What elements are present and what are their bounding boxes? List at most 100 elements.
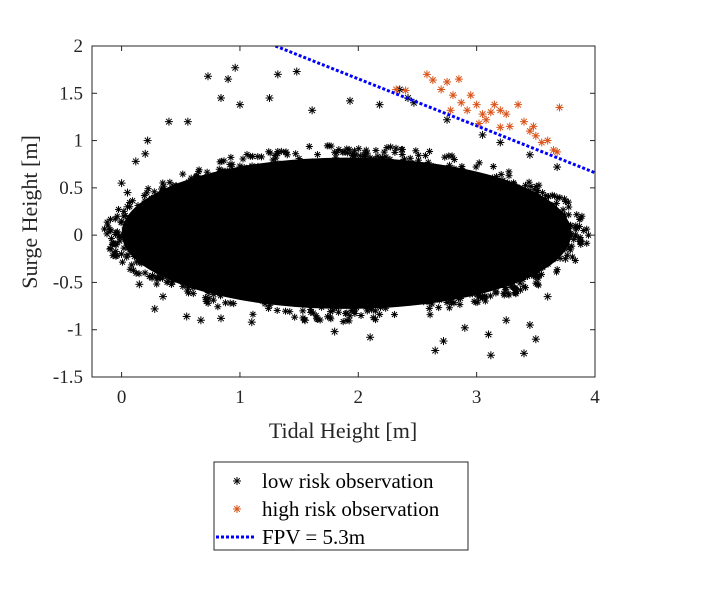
high-risk-point	[555, 103, 564, 112]
x-tick-label: 3	[472, 387, 482, 408]
low-risk-point	[123, 202, 132, 211]
legend-box	[213, 461, 469, 551]
low-risk-fringe-point	[575, 222, 583, 230]
low-risk-fringe-point	[134, 202, 142, 210]
low-risk-fringe-point	[130, 215, 138, 223]
low-risk-fringe-point	[568, 253, 576, 261]
low-risk-fringe-point	[264, 304, 272, 312]
low-risk-fringe-point	[236, 162, 244, 170]
low-risk-fringe-point	[559, 206, 567, 214]
low-risk-fringe-point	[543, 254, 551, 262]
low-risk-fringe-point	[305, 142, 313, 150]
low-risk-fringe-point	[124, 240, 132, 248]
low-risk-fringe-point	[348, 306, 356, 314]
low-risk-fringe-point	[265, 148, 273, 156]
low-risk-fringe-point	[141, 197, 149, 205]
y-tick-label: 2	[74, 36, 84, 57]
legend-high-risk-label: high risk observation	[262, 497, 440, 521]
high-risk-point	[478, 110, 487, 119]
low-risk-fringe-point	[510, 180, 518, 188]
low-risk-fringe-point	[147, 194, 155, 202]
low-risk-fringe-point	[243, 150, 251, 158]
low-risk-point	[431, 346, 440, 355]
low-risk-point	[182, 312, 191, 321]
low-risk-fringe-point	[335, 308, 343, 316]
low-risk-fringe-point	[163, 278, 171, 286]
low-risk-fringe-point	[185, 178, 193, 186]
low-risk-fringe-point	[217, 292, 225, 300]
low-risk-fringe-point	[219, 167, 227, 175]
low-risk-point	[531, 335, 540, 344]
high-risk-point	[482, 115, 491, 124]
low-risk-fringe-point	[521, 284, 529, 292]
low-risk-fringe-point	[539, 205, 547, 213]
low-risk-fringe-point	[524, 272, 532, 280]
low-risk-fringe-point	[111, 231, 119, 239]
low-risk-fringe-point	[479, 286, 487, 294]
low-risk-fringe-point	[210, 290, 218, 298]
low-risk-fringe-point	[295, 155, 303, 163]
low-risk-fringe-point	[106, 245, 114, 253]
low-risk-fringe-point	[220, 157, 228, 165]
low-risk-point	[519, 349, 528, 358]
low-risk-point	[235, 100, 244, 109]
low-risk-fringe-point	[470, 297, 478, 305]
low-risk-fringe-point	[120, 244, 128, 252]
low-risk-fringe-point	[421, 152, 429, 160]
low-risk-fringe-point	[390, 311, 398, 319]
low-risk-fringe-point	[137, 250, 145, 258]
low-risk-fringe-point	[261, 300, 269, 308]
low-risk-fringe-point	[153, 280, 161, 288]
low-risk-fringe-point	[299, 307, 307, 315]
low-risk-fringe-point	[122, 234, 130, 242]
low-risk-point	[150, 304, 159, 313]
low-risk-point	[543, 292, 552, 301]
high-risk-point	[428, 76, 437, 85]
low-risk-fringe-point	[308, 158, 316, 166]
low-risk-fringe-point	[372, 146, 380, 154]
low-risk-fringe-point	[426, 311, 434, 319]
low-risk-point	[292, 67, 301, 76]
low-risk-fringe-point	[519, 276, 527, 284]
high-risk-point	[448, 91, 457, 100]
low-risk-fringe-point	[136, 224, 144, 232]
low-risk-fringe-point	[360, 152, 368, 160]
y-tick-label: 1	[74, 131, 84, 152]
plot-frame	[91, 45, 596, 378]
low-risk-fringe-point	[147, 262, 155, 270]
high-risk-point	[443, 77, 452, 86]
low-risk-fringe-point	[160, 182, 168, 190]
low-risk-fringe-point	[445, 161, 453, 169]
low-risk-fringe-point	[117, 219, 125, 227]
x-axis: 0 1 2 3 4	[117, 46, 600, 408]
low-risk-fringe-point	[120, 212, 128, 220]
low-risk-fringe-point	[450, 165, 458, 173]
low-risk-fringe-point	[576, 216, 584, 224]
low-risk-fringe-point	[128, 261, 136, 269]
low-risk-fringe-point	[370, 156, 378, 164]
high-risk-point	[553, 147, 562, 156]
low-risk-point	[131, 157, 140, 166]
x-tick-label: 1	[235, 387, 245, 408]
low-risk-fringe-point	[276, 160, 284, 168]
low-risk-fringe-point	[103, 230, 111, 238]
y-axis-title: Surge Height [m]	[17, 135, 42, 289]
low-risk-fringe-point	[551, 255, 559, 263]
high-risk-point	[466, 91, 475, 100]
low-risk-point	[217, 94, 226, 103]
low-risk-fringe-point	[129, 221, 137, 229]
low-risk-fringe-point	[502, 286, 510, 294]
low-risk-fringe-point	[312, 312, 320, 320]
low-risk-fringe-point	[556, 194, 564, 202]
high-risk-point	[502, 110, 511, 119]
low-risk-point	[375, 100, 384, 109]
low-risk-point	[330, 327, 339, 336]
low-risk-point	[265, 94, 274, 103]
low-risk-point	[439, 337, 448, 346]
low-risk-fringe-point	[443, 299, 451, 307]
low-risk-fringe-point	[195, 166, 203, 174]
low-risk-fringe-point	[456, 301, 464, 309]
low-risk-fringe-point	[118, 258, 126, 266]
low-risk-fringe-point	[466, 290, 474, 298]
